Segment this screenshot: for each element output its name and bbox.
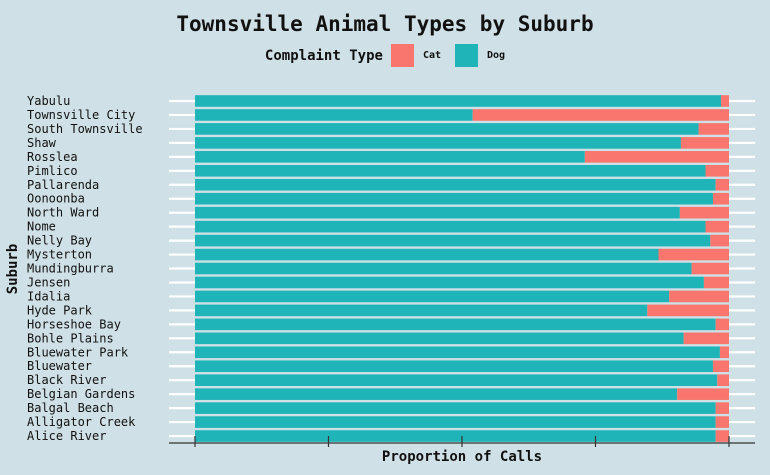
category-label: Mysterton	[27, 248, 92, 262]
bar-cat	[658, 248, 729, 261]
x-axis-title: Proportion of Calls	[382, 449, 542, 465]
bar-cat	[698, 123, 729, 135]
bar-dog	[195, 137, 681, 149]
legend: Complaint Type Cat Dog	[0, 44, 770, 67]
bar-dog	[195, 165, 706, 177]
bar-cat	[472, 109, 729, 121]
bar-cat	[703, 276, 729, 289]
legend-label-cat: Cat	[422, 50, 441, 61]
category-label: North Ward	[27, 206, 99, 220]
chart-title: Townsville Animal Types by Suburb	[176, 12, 594, 36]
bar-cat	[715, 430, 729, 442]
legend-item-dog: Dog	[455, 44, 505, 67]
legend-swatch-cat	[390, 44, 414, 67]
legend-item-cat: Cat	[390, 44, 441, 67]
category-label: Black River	[27, 373, 106, 387]
bar-dog	[195, 109, 473, 121]
bar-cat	[719, 346, 729, 359]
category-label: Horseshoe Bay	[27, 317, 121, 331]
category-label: Yabulu	[27, 94, 70, 108]
bar-dog	[195, 220, 706, 233]
bar-cat	[715, 318, 729, 331]
bar-cat	[679, 206, 729, 219]
category-label: Alice River	[27, 429, 106, 443]
category-label: Belgian Gardens	[27, 387, 135, 401]
category-label: Townsville City	[27, 108, 135, 122]
category-label: Pallarenda	[27, 178, 99, 192]
bar-cat	[677, 388, 729, 400]
bar-dog	[195, 178, 716, 191]
bar-cat	[720, 95, 729, 107]
bar-cat	[705, 220, 729, 233]
bar-dog	[195, 290, 670, 303]
bar-dog	[195, 416, 716, 428]
category-label: Bluewater Park	[27, 345, 129, 359]
bar-dog	[195, 248, 659, 261]
bar-cat	[715, 416, 729, 428]
bar-cat	[705, 165, 729, 177]
bar-cat	[712, 192, 729, 205]
bar-dog	[195, 332, 684, 345]
category-label: Pimlico	[27, 164, 78, 178]
category-label: South Townsville	[27, 122, 143, 136]
category-label: Rosslea	[27, 150, 78, 164]
bar-dog	[195, 151, 585, 163]
bar-dog	[195, 262, 692, 275]
category-label: Nome	[27, 220, 56, 234]
bar-dog	[195, 304, 648, 317]
legend-label-dog: Dog	[487, 50, 506, 61]
legend-title: Complaint Type	[264, 47, 383, 64]
bar-cat	[715, 402, 729, 414]
category-label: Balgal Beach	[27, 401, 114, 415]
bar-dog	[195, 95, 721, 107]
category-label: Oonoonba	[27, 192, 85, 206]
bar-dog	[195, 374, 718, 386]
category-label: Idalia	[27, 289, 70, 303]
bar-cat	[647, 304, 729, 317]
category-label: Nelly Bay	[27, 234, 92, 248]
bar-dog	[195, 402, 716, 414]
category-label: Shaw	[27, 136, 57, 150]
legend-swatch-dog	[455, 44, 478, 67]
bar-dog	[195, 388, 678, 400]
bar-dog	[195, 206, 680, 219]
bar-dog	[195, 346, 720, 359]
bar-dog	[195, 123, 699, 135]
bar-cat	[584, 151, 729, 163]
bar-cat	[712, 360, 729, 373]
bar-cat	[680, 137, 729, 149]
category-label: Hyde Park	[27, 303, 93, 317]
bar-dog	[195, 192, 713, 205]
bar-cat	[710, 234, 729, 247]
bar-cat	[691, 262, 729, 275]
bar-dog	[195, 276, 704, 289]
bar-dog	[195, 234, 711, 247]
bar-cat	[669, 290, 729, 303]
bar-dog	[195, 360, 713, 373]
bar-dog	[195, 430, 716, 442]
category-label: Bluewater	[27, 359, 92, 373]
category-label: Alligator Creek	[27, 415, 136, 429]
category-label: Jensen	[27, 275, 70, 289]
category-label: Mundingburra	[27, 262, 114, 276]
bar-cat	[683, 332, 729, 345]
category-label: Bohle Plains	[27, 331, 114, 345]
bar-cat	[715, 178, 729, 191]
y-axis-title: Suburb	[5, 244, 21, 295]
bar-cat	[717, 374, 729, 386]
bar-dog	[195, 318, 716, 331]
